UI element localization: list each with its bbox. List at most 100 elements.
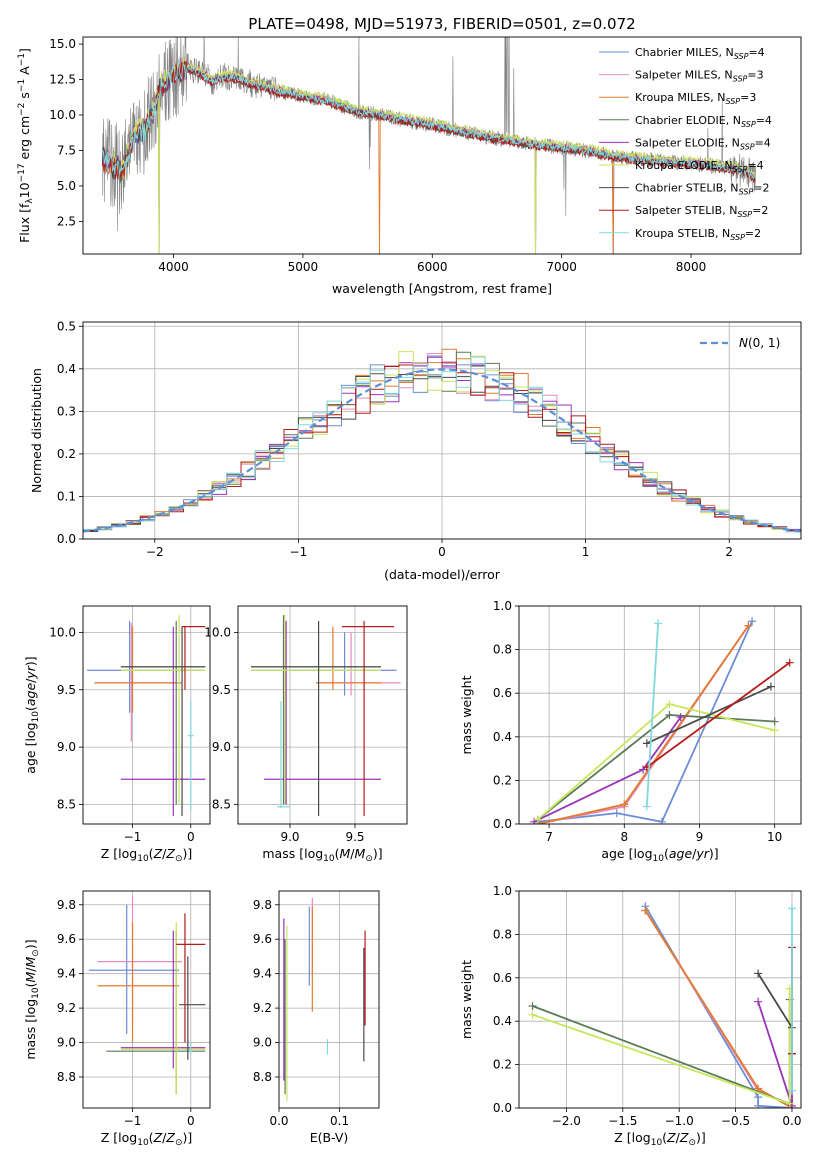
y-tick-label: 0.1 (57, 489, 76, 503)
y-tick-label: 10.0 (204, 625, 231, 639)
y-tick-label: 9.8 (253, 898, 272, 912)
x-axis-label: wavelength [Angstrom, rest frame] (332, 281, 552, 296)
panel-mass-vs-EBV: 0.0 0.1 8.8 9.0 9.2 9.4 9.6 9.8 E(B-V) (253, 890, 380, 1145)
y-tick-label: 0.6 (493, 686, 512, 700)
weight-line-chabrier-miles (537, 620, 753, 823)
weight-marker-kroupa-elodie (533, 815, 542, 824)
x-tick-label: 8000 (676, 260, 707, 274)
legend-entry: Chabrier ELODIE, NSSP=4 (635, 114, 772, 129)
x-tick-label: 9.0 (280, 830, 299, 844)
legend-entry: Chabrier STELIB, NSSP=2 (635, 182, 769, 197)
axis-label: mass weight (459, 675, 474, 754)
y-tick-label: 15.0 (49, 37, 76, 51)
x-tick-label: 0 (187, 830, 195, 844)
y-tick-label: 8.8 (253, 1070, 272, 1084)
legend-entry: Salpeter STELIB, NSSP=2 (635, 204, 768, 219)
y-tick-label: 9.6 (57, 932, 76, 946)
panel-spectrum: 4000 5000 6000 7000 8000 2.5 5.0 7.5 10.0 12.5 15.… (17, 36, 802, 296)
panel-mass-weight-vs-Z: −2.0 −1.5 −1.0 −0.5 0.0 0.0 0.2 0.4 0.6 0.8 1.0 Z [… (459, 884, 802, 1148)
y-tick-label: 9.8 (57, 898, 76, 912)
axis-label: Z [log10(Z/Z⊙)] (101, 846, 193, 864)
axis-label: mass [log10(M/M⊙)] (23, 939, 41, 1059)
y-tick-label: 2.5 (57, 214, 76, 228)
x-tick-label: −2.0 (552, 1114, 581, 1128)
plot-area-mass-vs-EBV (279, 891, 379, 1108)
x-axis-label: (data-model)/error (384, 567, 501, 582)
plot-area-mass-weight-vs-age (519, 606, 801, 824)
weight-marker-chabrier-miles (754, 1101, 763, 1108)
axes-frame (518, 605, 802, 825)
panel-mass-weight-vs-age: 7 8 9 10 0.0 0.2 0.4 0.6 0.8 1.0 age [log10(age/yr… (459, 599, 802, 864)
y-tick-label: 0.5 (57, 319, 76, 333)
y-tick-label: 9.5 (212, 683, 231, 697)
plot-area-spectrum (101, 37, 756, 254)
axes-frame (82, 890, 211, 1109)
histogram-salpeter-elodie (83, 356, 801, 532)
legend-entry: Salpeter ELODIE, NSSP=4 (635, 136, 771, 151)
weight-marker-chabrier-elodie (665, 711, 674, 719)
y-tick-label: 10.0 (49, 108, 76, 122)
y-tick-label: 5.0 (57, 179, 76, 193)
weight-marker-kroupa-miles (744, 621, 753, 630)
plot-area-age-vs-mass (238, 606, 407, 824)
axes-frame (82, 605, 211, 825)
panels: 4000 5000 6000 7000 80002.55.07.510.012.515.… (17, 36, 802, 1148)
axes-frame (278, 890, 380, 1109)
axes-frame (82, 321, 802, 540)
x-tick-label: 2 (725, 545, 733, 559)
y-tick-label: 1.0 (493, 599, 512, 613)
x-tick-label: 5000 (288, 260, 319, 274)
x-tick-label: −1 (124, 830, 142, 844)
weight-marker-kroupa-miles (641, 906, 650, 915)
y-tick-label: 1.0 (493, 884, 512, 898)
weight-marker-chabrier-elodie (770, 717, 779, 726)
weight-marker-kroupa-stelib (787, 1086, 796, 1095)
y-tick-label: 9.0 (212, 740, 231, 754)
weight-marker-kroupa-elodie (528, 1010, 537, 1019)
x-tick-label: 9 (696, 830, 704, 844)
weight-marker-kroupa-miles (620, 800, 629, 809)
x-tick-label: 0.1 (330, 1114, 349, 1128)
weight-marker-salpeter-stelib (785, 658, 794, 667)
y-tick-label: 0.0 (57, 532, 76, 546)
y-tick-label: 0.4 (493, 730, 512, 744)
axis-label: mass [log10(M/M⊙)] (262, 846, 382, 864)
x-tick-label: −1.0 (665, 1114, 694, 1128)
weight-marker-chabrier-stelib (766, 682, 775, 691)
legend-entry: N(0, 1) (739, 336, 780, 350)
axis-label: Z [log10(Z/Z⊙)] (614, 1130, 706, 1148)
weight-marker-kroupa-elodie (785, 1099, 794, 1108)
x-tick-label: −0.5 (721, 1114, 750, 1128)
panel-residuals: −2 −1 0 1 2 0.0 0.1 0.2 0.3 0.4 0.5 (data-model)/er… (29, 319, 802, 582)
weight-marker-salpeter-elodie (676, 713, 685, 722)
y-tick-label: 9.4 (57, 967, 76, 981)
weight-line-salpeter-stelib (646, 661, 791, 769)
x-tick-label: −1 (124, 1114, 142, 1128)
weight-marker-kroupa-stelib (787, 904, 796, 913)
x-tick-label: −1 (290, 545, 308, 559)
y-tick-label: 9.0 (57, 1036, 76, 1050)
axis-label: E(B-V) (310, 1130, 349, 1145)
legend-entry: Kroupa ELODIE, NSSP=4 (635, 159, 764, 174)
y-tick-label: 7.5 (57, 143, 76, 157)
y-axis-label: Flux [fλ10−17 erg cm−2 s−1 A−1] (17, 48, 35, 243)
y-tick-label: 8.5 (212, 797, 231, 811)
panel-mass-vs-Z: −1 0 8.8 9.0 9.2 9.4 9.6 9.8 Z [log10(Z/Z⊙)] mass… (23, 890, 211, 1148)
y-tick-label: 9.4 (253, 967, 272, 981)
weight-line-chabrier-stelib (646, 685, 772, 745)
y-tick-label: 0.2 (493, 773, 512, 787)
normal-reference-curve (83, 368, 801, 533)
y-tick-label: 9.0 (253, 1036, 272, 1050)
histogram-kroupa-elodie (83, 351, 801, 532)
x-tick-label: −2 (146, 545, 164, 559)
y-tick-label: 9.0 (57, 740, 76, 754)
plot-area-mass-weight-vs-Z (519, 891, 801, 1108)
legend-entry: Chabrier MILES, NSSP=4 (635, 46, 765, 61)
x-tick-label: 4000 (158, 260, 189, 274)
x-tick-label: 9.5 (345, 830, 364, 844)
plot-area-age-vs-Z (83, 606, 210, 824)
weight-marker-chabrier-elodie (528, 1002, 537, 1011)
histogram-kroupa-miles (83, 348, 801, 533)
y-tick-label: 9.6 (253, 932, 272, 946)
